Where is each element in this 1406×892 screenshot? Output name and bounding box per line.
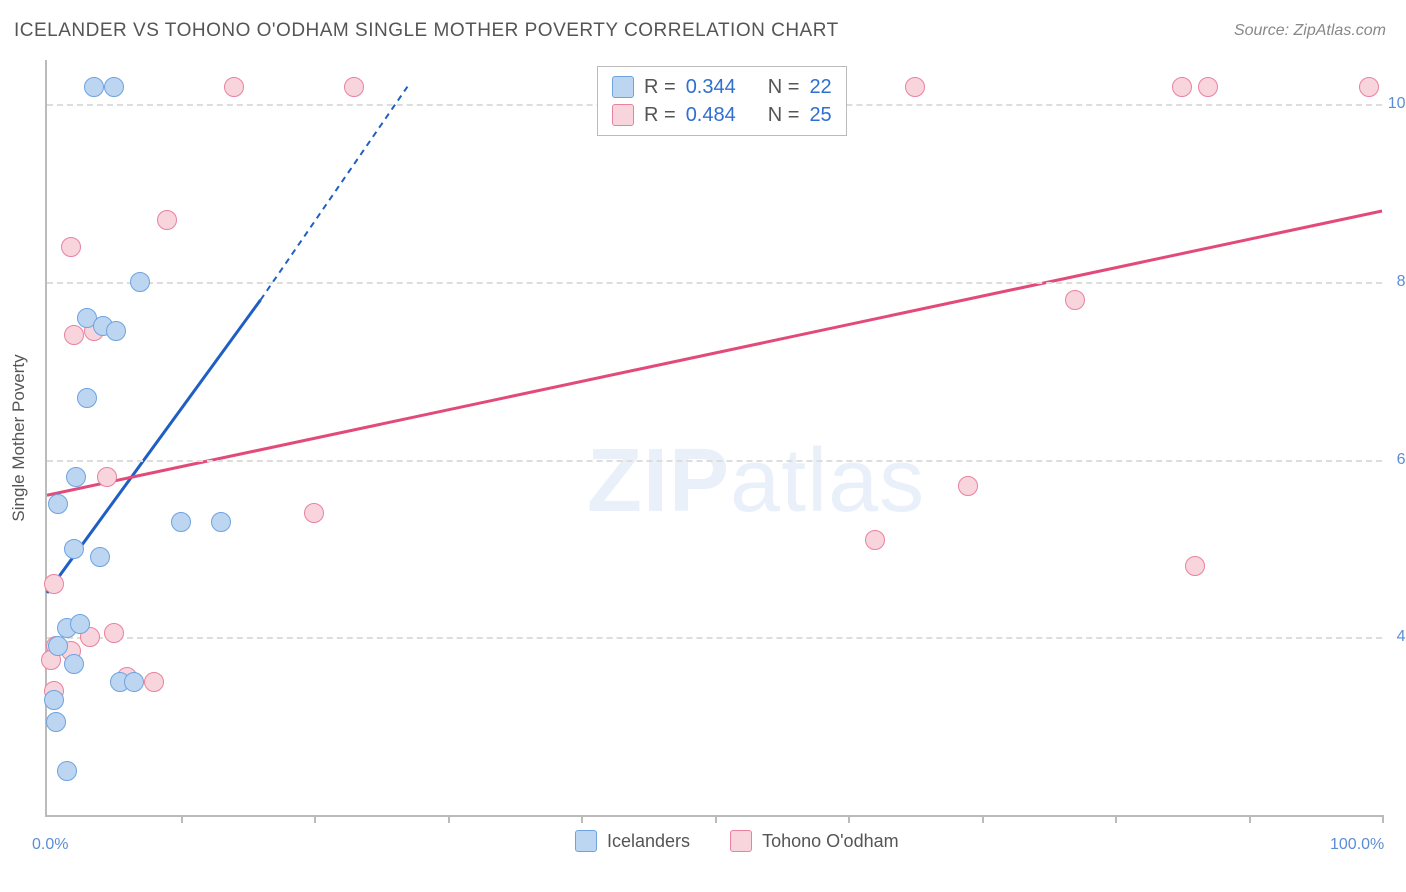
r-value: 0.344	[686, 73, 736, 101]
tohono-marker	[958, 476, 978, 496]
icelanders-marker	[130, 272, 150, 292]
icelanders-marker	[57, 761, 77, 781]
x-tick	[1115, 815, 1117, 823]
x-max-label: 100.0%	[1330, 836, 1384, 854]
gridline	[47, 637, 1382, 639]
tohono-marker	[905, 77, 925, 97]
stat-row-icelanders: R = 0.344 N = 22	[612, 73, 832, 101]
tohono-marker	[865, 530, 885, 550]
icelanders-marker	[66, 467, 86, 487]
tohono-marker	[1185, 556, 1205, 576]
x-tick	[982, 815, 984, 823]
tohono-marker	[61, 237, 81, 257]
stat-row-tohono: R = 0.484 N = 25	[612, 101, 832, 129]
icelanders-marker	[90, 547, 110, 567]
y-tick-label: 60.0%	[1387, 451, 1406, 469]
chart-title: ICELANDER VS TOHONO O'ODHAM SINGLE MOTHE…	[14, 20, 839, 42]
gridline	[47, 460, 1382, 462]
legend-label: Icelanders	[607, 831, 690, 852]
tohono-marker	[104, 623, 124, 643]
x-tick	[581, 815, 583, 823]
icelanders-marker	[64, 654, 84, 674]
tohono-marker	[157, 210, 177, 230]
tohono-swatch	[612, 104, 634, 126]
tohono-marker	[44, 574, 64, 594]
n-value: 25	[809, 101, 831, 129]
legend-item-tohono: Tohono O'odham	[730, 830, 899, 852]
tohono-marker	[224, 77, 244, 97]
icelanders-marker	[124, 672, 144, 692]
x-tick	[848, 815, 850, 823]
icelanders-marker	[106, 321, 126, 341]
tohono-marker	[97, 467, 117, 487]
tohono-marker	[64, 325, 84, 345]
icelanders-marker	[104, 77, 124, 97]
tohono-marker	[1172, 77, 1192, 97]
x-min-label: 0.0%	[32, 836, 68, 854]
icelanders-marker	[84, 77, 104, 97]
icelanders-swatch	[612, 76, 634, 98]
legend: Icelanders Tohono O'odham	[575, 830, 899, 852]
x-tick	[181, 815, 183, 823]
plot-area: Single Mother Poverty ZIPatlas 40.0%60.0…	[45, 60, 1382, 817]
n-label: N =	[768, 101, 800, 129]
legend-item-icelanders: Icelanders	[575, 830, 690, 852]
x-tick	[1382, 815, 1384, 823]
y-tick-label: 40.0%	[1387, 628, 1406, 646]
icelanders-marker	[48, 494, 68, 514]
icelanders-marker	[44, 690, 64, 710]
n-value: 22	[809, 73, 831, 101]
x-tick	[1249, 815, 1251, 823]
gridline	[47, 282, 1382, 284]
tohono-marker	[1359, 77, 1379, 97]
legend-label: Tohono O'odham	[762, 831, 899, 852]
source-label: Source: ZipAtlas.com	[1234, 22, 1386, 40]
tohono-marker	[304, 503, 324, 523]
tohono-legend-swatch	[730, 830, 752, 852]
icelanders-marker	[64, 539, 84, 559]
r-label: R =	[644, 101, 676, 129]
r-value: 0.484	[686, 101, 736, 129]
chart-svg	[47, 60, 1382, 815]
tohono-marker	[344, 77, 364, 97]
icelanders-marker	[46, 712, 66, 732]
y-tick-label: 100.0%	[1387, 95, 1406, 113]
icelanders-marker	[70, 614, 90, 634]
n-label: N =	[768, 73, 800, 101]
y-axis-title: Single Mother Poverty	[9, 354, 29, 521]
tohono-marker	[1065, 290, 1085, 310]
icelanders-marker	[211, 512, 231, 532]
r-label: R =	[644, 73, 676, 101]
x-tick	[314, 815, 316, 823]
icelanders-marker	[171, 512, 191, 532]
icelanders-marker	[77, 388, 97, 408]
y-tick-label: 80.0%	[1387, 273, 1406, 291]
icelanders-marker	[48, 636, 68, 656]
x-tick	[448, 815, 450, 823]
tohono-marker	[1198, 77, 1218, 97]
x-tick	[715, 815, 717, 823]
tohono-marker	[144, 672, 164, 692]
icelanders-legend-swatch	[575, 830, 597, 852]
stats-box: R = 0.344 N = 22 R = 0.484 N = 25	[597, 66, 847, 136]
